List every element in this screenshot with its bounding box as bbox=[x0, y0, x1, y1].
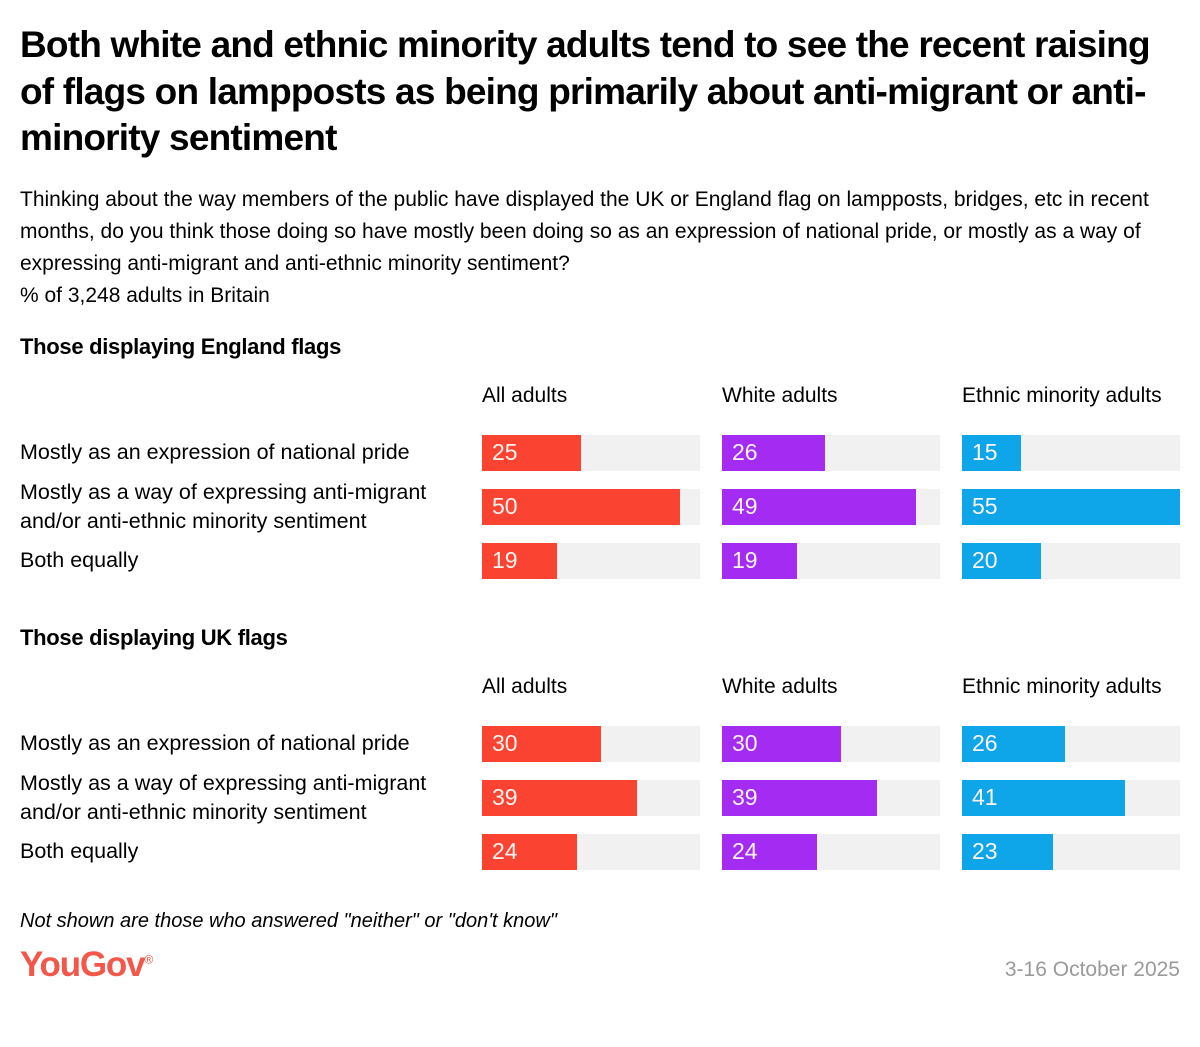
bar-track: 25 bbox=[482, 434, 700, 471]
section-title: Those displaying UK flags bbox=[20, 624, 288, 650]
bar-white-adults: 49 bbox=[722, 488, 917, 525]
table-row: Both equally 19 19 20 bbox=[20, 542, 1180, 579]
bar-ethnic-minority-adults: 55 bbox=[962, 488, 1180, 525]
bar-value: 24 bbox=[732, 838, 758, 865]
bar-value: 30 bbox=[732, 730, 758, 757]
bar-white-adults: 19 bbox=[722, 542, 798, 579]
bar-track: 55 bbox=[962, 488, 1180, 525]
bar-white-adults: 26 bbox=[722, 434, 826, 471]
chart-sections-container: Those displaying England flags All adults… bbox=[20, 334, 1180, 870]
bar-all-adults: 39 bbox=[482, 779, 637, 816]
bar-all-adults: 24 bbox=[482, 833, 578, 870]
bar-all-adults: 25 bbox=[482, 434, 582, 471]
bar-ethnic-minority-adults: 41 bbox=[962, 779, 1125, 816]
column-header-all-adults: All adults bbox=[482, 383, 568, 407]
row-label: Both equally bbox=[20, 548, 139, 573]
bar-ethnic-minority-adults: 20 bbox=[962, 542, 1042, 579]
row-label: Mostly as an expression of national prid… bbox=[20, 731, 410, 756]
bar-track: 41 bbox=[962, 779, 1180, 816]
chart-section-those-displaying-england-flags: Those displaying England flags All adults… bbox=[20, 334, 1180, 579]
bar-track: 20 bbox=[962, 542, 1180, 579]
bar-track: 15 bbox=[962, 434, 1180, 471]
bar-value: 24 bbox=[492, 838, 518, 865]
bar-value: 39 bbox=[492, 784, 518, 811]
row-label: Mostly as a way of expressing anti-migra… bbox=[20, 770, 427, 824]
section-title: Those displaying England flags bbox=[20, 333, 342, 359]
bar-value: 19 bbox=[732, 547, 758, 574]
bar-value: 39 bbox=[732, 784, 758, 811]
table-row: Mostly as a way of expressing anti-migra… bbox=[20, 478, 1180, 536]
row-label: Mostly as an expression of national prid… bbox=[20, 440, 410, 465]
column-header-all-adults: All adults bbox=[482, 674, 568, 698]
bar-track: 19 bbox=[482, 542, 700, 579]
table-row: Mostly as an expression of national prid… bbox=[20, 725, 1180, 762]
page-title: Both white and ethnic minority adults te… bbox=[20, 24, 1151, 159]
table-row: Both equally 24 24 23 bbox=[20, 833, 1180, 870]
bar-track: 39 bbox=[482, 779, 700, 816]
chart-section-those-displaying-uk-flags: Those displaying UK flags All adults White… bbox=[20, 625, 1180, 870]
bar-track: 50 bbox=[482, 488, 700, 525]
bar-all-adults: 30 bbox=[482, 725, 601, 762]
bar-value: 26 bbox=[972, 730, 998, 757]
sample-size-note: % of 3,248 adults in Britain bbox=[20, 283, 270, 307]
bar-value: 23 bbox=[972, 838, 998, 865]
bar-value: 55 bbox=[972, 493, 998, 520]
bar-track: 24 bbox=[722, 833, 940, 870]
bar-track: 49 bbox=[722, 488, 940, 525]
bar-track: 26 bbox=[722, 434, 940, 471]
footnote: Not shown are those who answered "neithe… bbox=[20, 909, 557, 932]
bar-value: 41 bbox=[972, 784, 998, 811]
bar-value: 25 bbox=[492, 439, 518, 466]
column-header-ethnic-minority-adults: Ethnic minority adults bbox=[962, 674, 1162, 698]
question-text: Thinking about the way members of the pu… bbox=[20, 187, 1149, 275]
bar-value: 30 bbox=[492, 730, 518, 757]
bar-track: 24 bbox=[482, 833, 700, 870]
bar-value: 49 bbox=[732, 493, 758, 520]
bar-track: 30 bbox=[722, 725, 940, 762]
table-row: Mostly as a way of expressing anti-migra… bbox=[20, 769, 1180, 827]
bar-white-adults: 39 bbox=[722, 779, 877, 816]
bar-ethnic-minority-adults: 15 bbox=[962, 434, 1022, 471]
bar-white-adults: 30 bbox=[722, 725, 841, 762]
bar-white-adults: 24 bbox=[722, 833, 818, 870]
bar-track: 26 bbox=[962, 725, 1180, 762]
bar-value: 50 bbox=[492, 493, 518, 520]
bar-value: 15 bbox=[972, 439, 998, 466]
bar-all-adults: 50 bbox=[482, 488, 681, 525]
footer: YouGov® 3-16 October 2025 bbox=[20, 947, 1180, 982]
bar-track: 30 bbox=[482, 725, 700, 762]
row-label: Mostly as a way of expressing anti-migra… bbox=[20, 479, 427, 533]
column-headers-row: All adults White adults Ethnic minority ad… bbox=[20, 370, 1180, 422]
column-header-white-adults: White adults bbox=[722, 383, 838, 407]
column-header-ethnic-minority-adults: Ethnic minority adults bbox=[962, 383, 1162, 407]
bar-all-adults: 19 bbox=[482, 542, 558, 579]
yougov-logo: YouGov® bbox=[20, 944, 153, 984]
bar-track: 23 bbox=[962, 833, 1180, 870]
bar-value: 26 bbox=[732, 439, 758, 466]
date-range: 3-16 October 2025 bbox=[1004, 957, 1180, 981]
column-headers-row: All adults White adults Ethnic minority ad… bbox=[20, 661, 1180, 713]
column-header-white-adults: White adults bbox=[722, 674, 838, 698]
row-label: Both equally bbox=[20, 839, 139, 864]
bar-value: 19 bbox=[492, 547, 518, 574]
registered-trademark-icon: ® bbox=[144, 952, 153, 967]
bar-track: 19 bbox=[722, 542, 940, 579]
yougov-logo-text: YouGov bbox=[20, 944, 146, 984]
bar-ethnic-minority-adults: 26 bbox=[962, 725, 1066, 762]
bar-value: 20 bbox=[972, 547, 998, 574]
table-row: Mostly as an expression of national prid… bbox=[20, 434, 1180, 471]
bar-track: 39 bbox=[722, 779, 940, 816]
bar-ethnic-minority-adults: 23 bbox=[962, 833, 1054, 870]
